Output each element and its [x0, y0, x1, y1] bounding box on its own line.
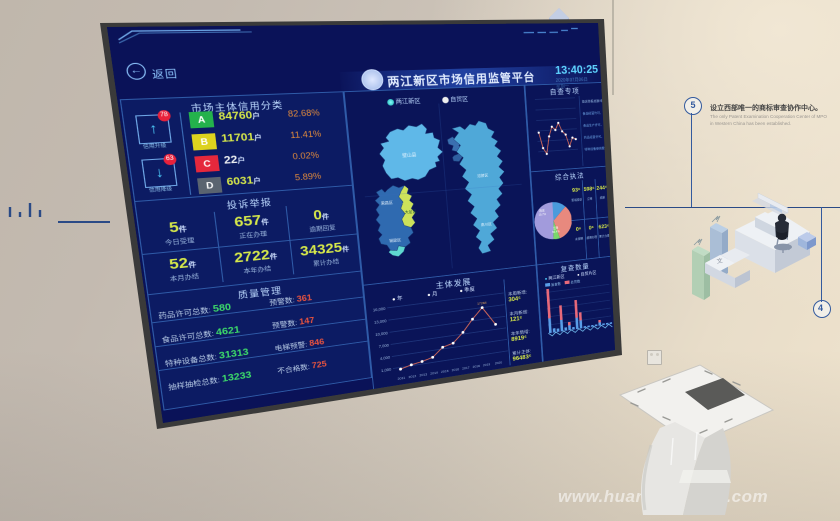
svg-text:荣昌区: 荣昌区 [381, 200, 394, 206]
svg-text:2012: 2012 [408, 374, 416, 379]
svg-text:药品经营许可、: 药品经营许可、 [584, 134, 604, 140]
svg-text:2019: 2019 [483, 362, 491, 367]
svg-text:2015: 2015 [441, 369, 449, 374]
svg-text:2016: 2016 [451, 367, 459, 372]
svg-text:立案: 立案 [553, 226, 559, 230]
svg-text:2013: 2013 [419, 372, 427, 377]
svg-text:食品生产许可、: 食品生产许可、 [583, 122, 603, 128]
svg-text:食品经营许可、: 食品经营许可、 [582, 110, 602, 116]
svg-text:投诉举报总数/电: 投诉举报总数/电 [582, 98, 604, 104]
svg-text:4,000: 4,000 [380, 356, 391, 362]
svg-text:10,000: 10,000 [375, 331, 388, 337]
svg-text:13,000: 13,000 [374, 319, 387, 325]
svg-text:2011: 2011 [397, 376, 405, 381]
svg-text:1,000: 1,000 [381, 368, 392, 374]
svg-text:16,000: 16,000 [373, 307, 386, 313]
svg-text:2020: 2020 [495, 361, 503, 366]
svg-text:涪陵区: 涪陵区 [477, 173, 489, 179]
svg-text:南川区: 南川区 [481, 221, 492, 227]
svg-text:大足区: 大足区 [404, 209, 416, 215]
svg-text:2017: 2017 [462, 366, 470, 371]
svg-text:7,000: 7,000 [379, 344, 390, 350]
svg-text:特种设备使用登: 特种设备使用登 [584, 146, 605, 152]
svg-text:2014: 2014 [430, 371, 438, 376]
svg-text:17284: 17284 [477, 301, 487, 307]
svg-text:2018: 2018 [472, 364, 480, 369]
svg-text:投诉: 投诉 [539, 209, 545, 213]
